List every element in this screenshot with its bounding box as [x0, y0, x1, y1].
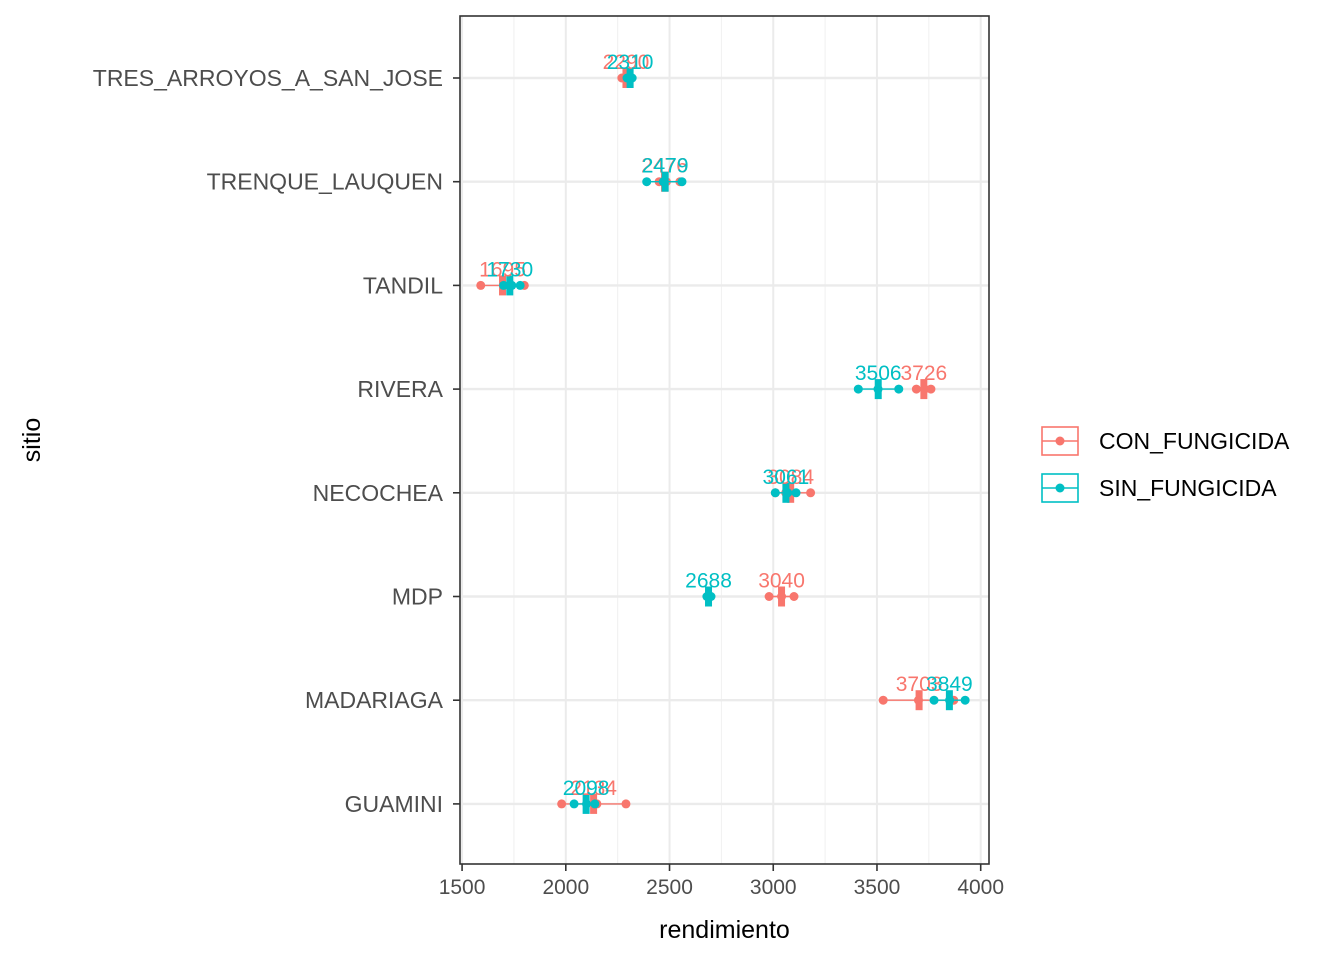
x-tick-label: 1500	[439, 876, 486, 899]
data-label: 1730	[486, 258, 533, 281]
data-label: 3084	[767, 466, 814, 489]
legend-label: SIN_FUNGICIDA	[1099, 475, 1277, 501]
mean-bar	[661, 171, 669, 192]
x-tick-label: 3000	[750, 876, 797, 899]
y-tick-label: GUAMINI	[345, 791, 443, 817]
legend-key	[1041, 473, 1079, 503]
plot-panel	[460, 16, 989, 864]
data-label: 2098	[563, 777, 610, 800]
data-point	[960, 695, 970, 705]
grid-minor	[513, 16, 930, 864]
data-label: 2310	[607, 51, 654, 74]
x-tick-label: 2500	[646, 876, 693, 899]
grid-major	[460, 16, 989, 864]
data-point	[926, 384, 936, 394]
data-label: 2688	[685, 570, 732, 593]
data-point	[476, 280, 486, 290]
data-point	[878, 695, 888, 705]
mean-bar	[920, 379, 928, 400]
y-axis: TRES_ARROYOS_A_SAN_JOSE TRENQUE_LAUQUEN TA…	[93, 65, 460, 817]
y-tick-label: TRENQUE_LAUQUEN	[207, 169, 443, 195]
mean-bar	[705, 586, 713, 607]
data-label: 2479	[642, 155, 689, 178]
y-tick-label: NECOCHEA	[313, 480, 444, 506]
y-tick-label: RIVERA	[357, 376, 443, 402]
data-point	[569, 799, 579, 809]
mean-bar	[874, 379, 882, 400]
legend-key-point	[1055, 436, 1065, 446]
data-point	[770, 488, 780, 498]
data-label: 3726	[901, 362, 948, 385]
x-axis: 1500 2000 2500 3000 3500 4000	[439, 864, 1004, 899]
data-label: 1695	[479, 258, 526, 281]
mean-bar	[945, 690, 953, 711]
data-labels: 2290 2476 1695 3726 3084 3040 3703 2134 2310 2479…	[479, 51, 973, 800]
data-label: 2476	[641, 155, 688, 178]
mean-bar	[506, 275, 514, 296]
mean-bar	[782, 482, 790, 503]
data-point	[557, 799, 567, 809]
mean-bar	[915, 690, 923, 711]
data-point	[806, 488, 816, 498]
mean-bar	[626, 68, 634, 88]
x-axis-title: rendimiento	[659, 916, 790, 944]
data-point	[621, 799, 631, 809]
plot-panel-border	[459, 15, 990, 865]
data-point	[764, 592, 774, 601]
data-label: 3061	[763, 466, 810, 489]
x-tick-label: 2000	[542, 876, 589, 899]
data-point	[929, 695, 939, 705]
data-label: 3849	[926, 673, 973, 696]
data-label: 2134	[570, 777, 617, 800]
legend-key	[1041, 426, 1079, 456]
chart-marks	[476, 68, 970, 814]
mean-bar	[582, 793, 590, 814]
legend-label: CON_FUNGICIDA	[1099, 428, 1290, 454]
data-label: 3506	[855, 362, 902, 385]
data-point	[590, 799, 600, 809]
legend: CON_FUNGICIDA SIN_FUNGICIDA	[1041, 426, 1290, 503]
data-point	[642, 177, 652, 187]
data-point	[853, 384, 863, 394]
data-point	[677, 177, 687, 187]
data-label: 3703	[896, 673, 943, 696]
data-label: 3040	[758, 570, 805, 593]
data-point	[791, 488, 801, 498]
data-point	[499, 280, 509, 290]
x-tick-label: 3500	[854, 876, 901, 899]
y-tick-label: TANDIL	[363, 272, 443, 298]
data-label: 2290	[603, 51, 650, 74]
legend-key-point	[1055, 483, 1065, 493]
data-point	[911, 384, 921, 394]
data-point	[894, 384, 904, 394]
y-tick-label: MADARIAGA	[305, 687, 444, 713]
y-tick-label: MDP	[392, 584, 443, 610]
mean-bar	[778, 586, 786, 607]
data-point	[789, 592, 799, 601]
data-point	[515, 280, 525, 290]
y-tick-label: TRES_ARROYOS_A_SAN_JOSE	[93, 65, 443, 91]
y-axis-title: sitio	[18, 418, 46, 462]
x-tick-label: 4000	[957, 876, 1004, 899]
